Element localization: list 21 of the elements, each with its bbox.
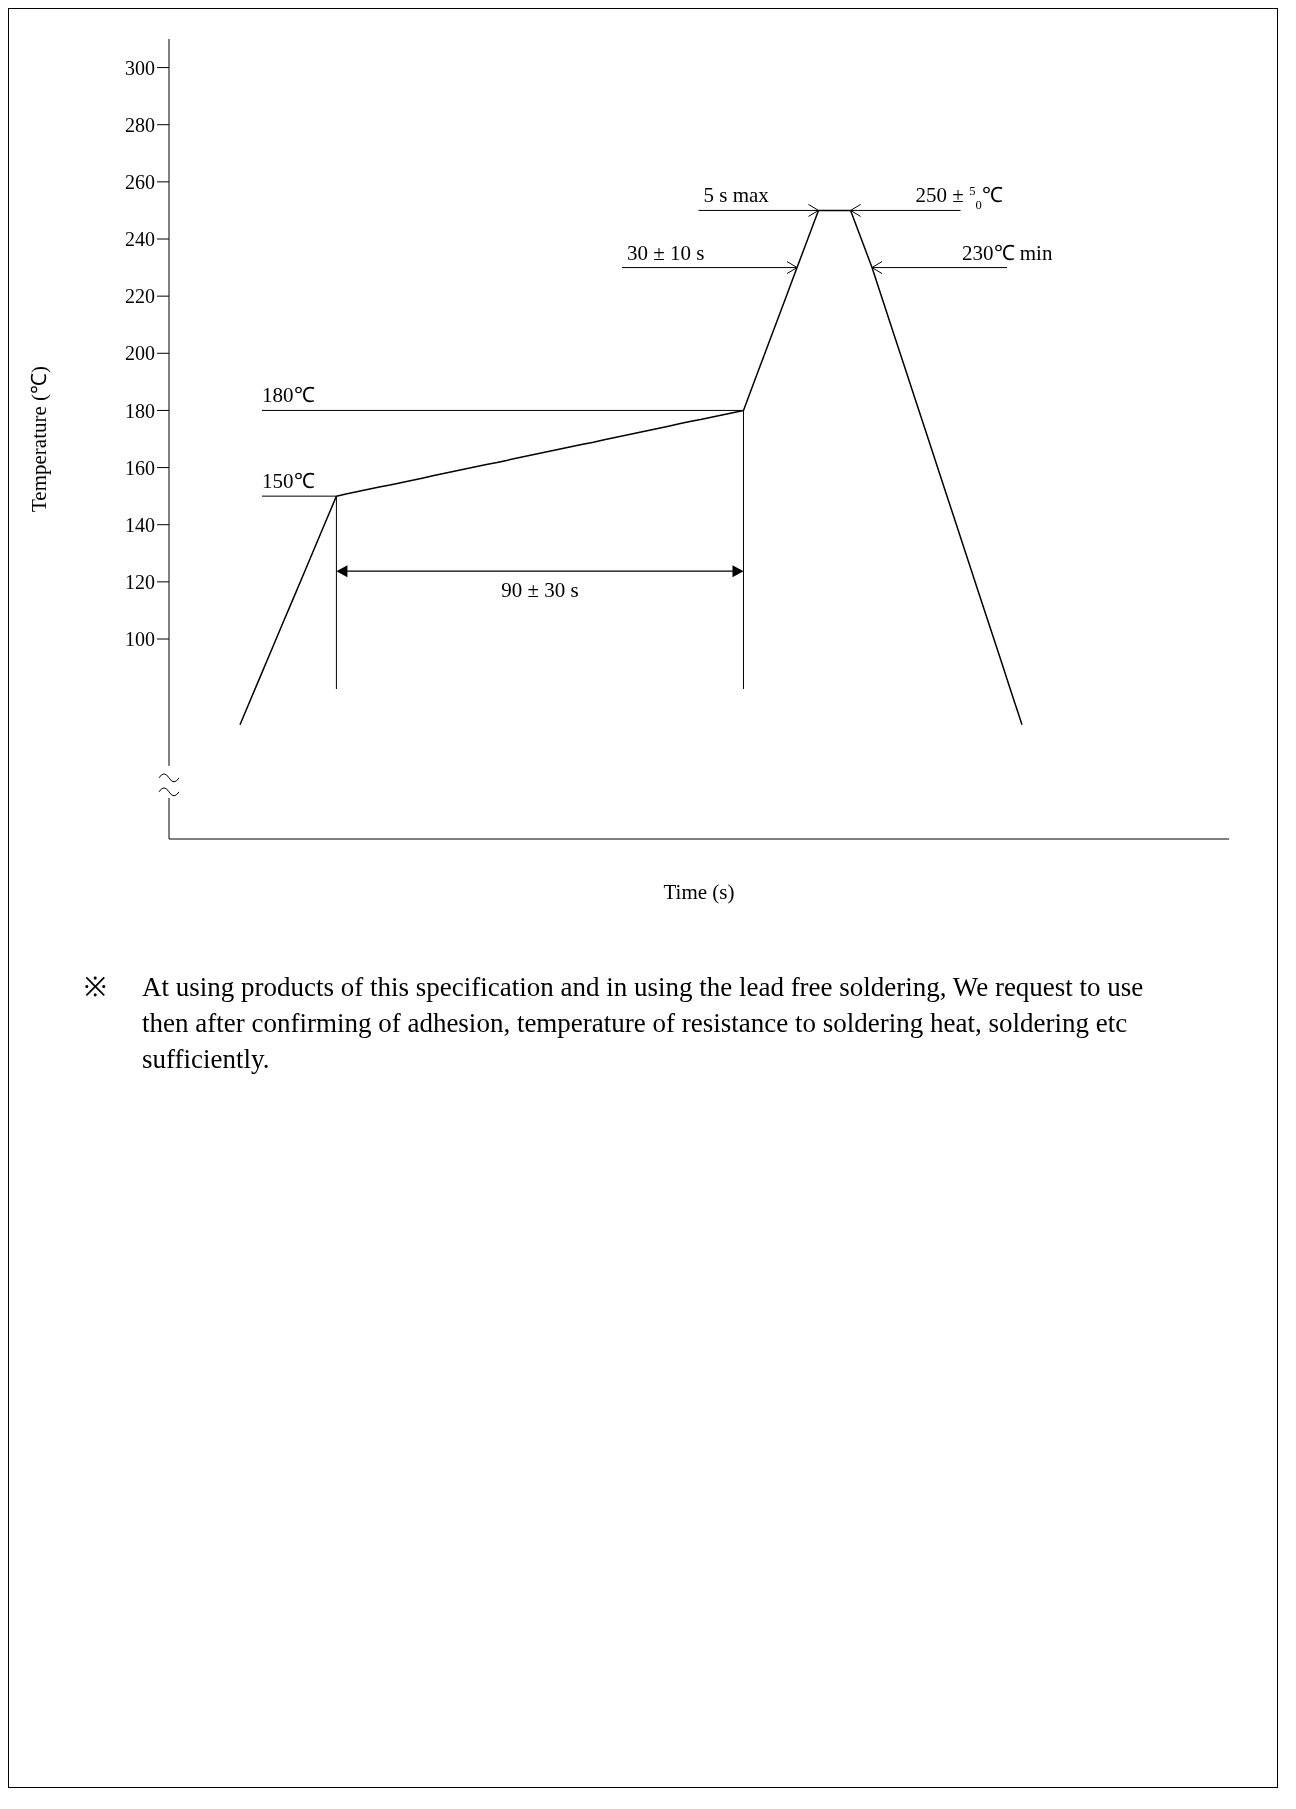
annotation: 180℃ — [262, 383, 315, 408]
annotation: 90 ± 30 s — [501, 578, 579, 603]
y-tick-label: 160 — [125, 456, 155, 479]
annotation: 30 ± 10 s — [627, 240, 705, 265]
y-tick-label: 200 — [125, 342, 155, 365]
annotation: 150℃ — [262, 469, 315, 494]
y-tick-label: 100 — [125, 628, 155, 651]
y-axis-title: Temperature (℃) — [27, 365, 52, 513]
y-tick-label: 260 — [125, 170, 155, 193]
y-tick-label: 240 — [125, 228, 155, 251]
y-tick-label: 300 — [125, 56, 155, 79]
annotation: 250 ± $^{5}$$_{0}$℃ — [915, 183, 1003, 213]
x-axis-title: Time (s) — [663, 880, 735, 904]
y-tick-label: 180 — [125, 399, 155, 422]
y-tick-label: 220 — [125, 285, 155, 308]
y-tick-label: 280 — [125, 113, 155, 136]
annotation: 5 s max — [703, 183, 770, 208]
y-tick-label: 120 — [125, 570, 155, 593]
text: ※ At using products of this specification and in using the lead free soldering, We request to use then after confirming of adhesion, temperature of resistance to soldering heat, soldering etc sufficiently. — [84, 972, 1144, 1074]
annotation: 230℃ min — [962, 240, 1053, 265]
y-tick-label: 140 — [125, 513, 155, 536]
